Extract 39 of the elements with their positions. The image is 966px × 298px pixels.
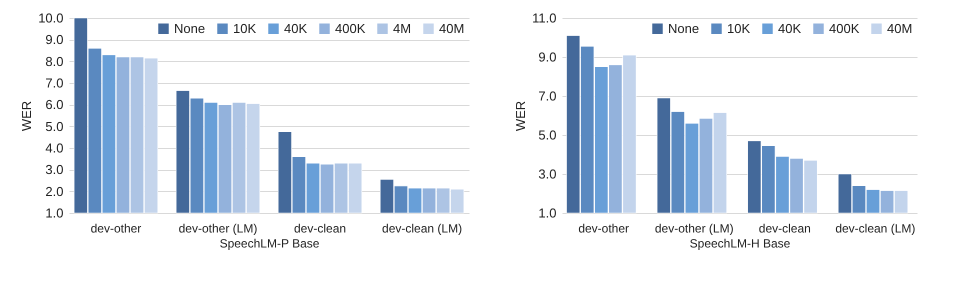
y-tick-label: 1.0 [45,206,64,220]
legend-label: 40M [439,20,464,36]
legend-label: 40M [887,20,912,36]
y-tick-label: 6.0 [45,97,64,112]
y-tick-label: 1.0 [538,206,556,220]
legend-label: 10K [233,20,256,36]
x-tick-label: dev-other (LM) [654,222,734,236]
x-tick-label: dev-clean (LM) [382,222,462,236]
y-tick-label: 9.0 [45,32,64,48]
y-tick-label: 7.0 [45,76,64,90]
y-tick-label: 5.0 [45,118,64,134]
legend-label: 4M [393,20,412,36]
y-tick-label: 3.0 [538,166,556,182]
legend-label: 10K [727,20,750,36]
y-tick-label: 11.0 [532,10,556,26]
x-tick-label: dev-clean [294,222,346,236]
y-tick-label: 7.0 [538,88,556,104]
y-tick-label: 9.0 [538,50,556,64]
legend-label: 40K [284,20,308,36]
x-axis-title: SpeechLM-P Base [220,236,320,250]
legend-label: 400K [829,20,860,36]
y-tick-label: 8.0 [45,54,64,69]
x-tick-label: dev-other [90,222,142,236]
y-axis-title: WER [19,100,34,132]
legend-label: None [668,20,700,36]
y-axis-title: WER [513,100,528,132]
legend-label: 400K [335,20,366,36]
x-tick-label: dev-clean (LM) [835,222,916,236]
legend-label: None [174,20,206,36]
y-tick-label: 4.0 [45,140,64,156]
y-tick-label: 2.0 [45,184,64,199]
x-tick-label: dev-other [578,222,630,236]
y-tick-label: 5.0 [538,128,556,142]
x-tick-label: dev-clean [758,222,811,236]
x-axis-title: SpeechLM-H Base [690,236,791,250]
legend-label: 40K [778,20,802,36]
y-tick-label: 10.0 [38,10,64,26]
x-tick-label: dev-other (LM) [178,222,258,236]
y-tick-label: 3.0 [45,162,64,178]
